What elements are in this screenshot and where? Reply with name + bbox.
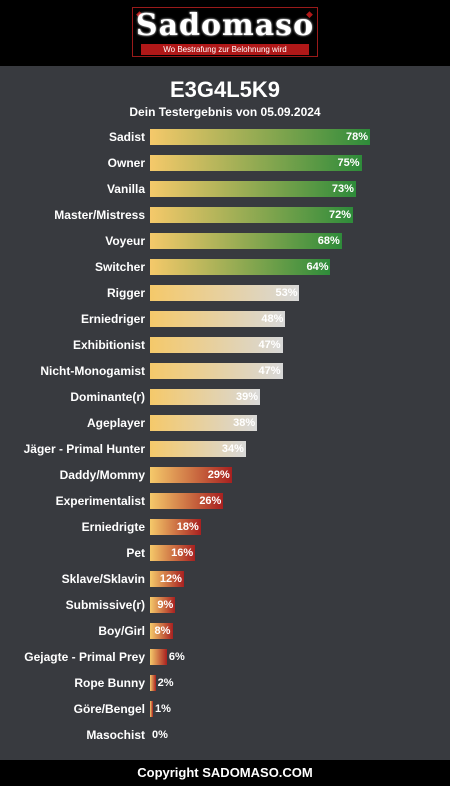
bar-value-label: 78%: [345, 131, 368, 143]
bar-value-label: 9%: [157, 599, 174, 611]
bar: [150, 207, 354, 223]
bar-category-label: Jäger - Primal Hunter: [23, 442, 145, 456]
bar: [150, 155, 362, 171]
logo-tagline: Wo Bestrafung zur Belohnung wird: [141, 44, 309, 55]
bar: [150, 129, 370, 145]
logo-ornament-icon: ◆: [136, 9, 143, 19]
bar-category-label: Daddy/Mommy: [59, 468, 145, 482]
result-date: Dein Testergebnis von 05.09.2024: [129, 105, 321, 119]
bar: [150, 259, 331, 275]
bar-value-label: 6%: [168, 651, 185, 663]
bar: [150, 701, 153, 717]
bar: [150, 597, 176, 613]
bar-value-label: 39%: [235, 391, 258, 403]
site-logo[interactable]: ◆ ◆ Sadomaso Wo Bestrafung zur Belohnung…: [132, 7, 318, 57]
bar-category-label: Rope Bunny: [74, 676, 145, 690]
bar-category-label: Voyeur: [105, 234, 145, 248]
bar-value-label: 47%: [258, 365, 281, 377]
bar-value-label: 38%: [233, 417, 256, 429]
bar-value-label: 73%: [331, 183, 354, 195]
bar: [150, 337, 283, 353]
bar-category-label: Submissive(r): [65, 598, 145, 612]
bar-category-label: Sklave/Sklavin: [61, 572, 145, 586]
bar: [150, 415, 258, 431]
bar-category-label: Rigger: [106, 286, 145, 300]
bar-category-label: Owner: [107, 156, 145, 170]
bar: [150, 467, 232, 483]
result-code: E3G4L5K9: [169, 77, 281, 102]
logo-ornament-icon: ◆: [306, 9, 313, 19]
bar-value-label: 2%: [157, 677, 174, 689]
bar: [150, 311, 286, 327]
bar: [150, 493, 224, 509]
bar-value-label: 48%: [261, 313, 284, 325]
bar-value-label: 1%: [155, 703, 171, 715]
site-header: ◆ ◆ Sadomaso Wo Bestrafung zur Belohnung…: [0, 0, 450, 66]
bar: [150, 441, 246, 457]
bar-category-label: Experimentalist: [55, 494, 145, 508]
bar: [150, 181, 356, 197]
bar-value-label: 29%: [207, 469, 230, 481]
bar-category-label: Nicht-Monogamist: [40, 364, 145, 378]
bar-category-label: Dominante(r): [70, 390, 145, 404]
bar: [150, 389, 260, 405]
bar-value-label: 34%: [221, 443, 244, 455]
bar: [150, 675, 156, 691]
bar-category-label: Boy/Girl: [98, 624, 145, 638]
bar-value-label: 68%: [317, 235, 340, 247]
bar-value-label: 75%: [337, 157, 360, 169]
bar: [150, 571, 184, 587]
bar-value-label: 64%: [306, 261, 329, 273]
bar: [150, 233, 342, 249]
bar-category-label: Master/Mistress: [54, 208, 145, 222]
logo-text: Sadomaso: [135, 8, 315, 43]
footer-copyright: Copyright SADOMASO.COM: [0, 760, 450, 786]
bar-value-label: 72%: [329, 209, 352, 221]
bar-category-label: Ageplayer: [86, 416, 145, 430]
bar: [150, 623, 173, 639]
bar-category-label: Sadist: [108, 130, 145, 144]
bar-value-label: 26%: [199, 495, 222, 507]
bar: [150, 363, 283, 379]
bar-category-label: Erniedrigte: [81, 520, 145, 534]
bar-category-label: Vanilla: [106, 182, 145, 196]
bar-value-label: 16%: [171, 547, 194, 559]
bar-value-label: 47%: [258, 339, 281, 351]
bar: [150, 519, 201, 535]
bar-category-label: Göre/Bengel: [73, 702, 145, 716]
bar-category-label: Exhibitionist: [73, 338, 145, 352]
bar-value-label: 18%: [176, 521, 199, 533]
bar-category-label: Switcher: [94, 260, 145, 274]
bar-category-label: Masochist: [86, 728, 145, 742]
bar: [150, 649, 167, 665]
bar: [150, 285, 300, 301]
bar: [150, 545, 196, 561]
bar-value-label: 8%: [154, 625, 171, 637]
bar-category-label: Gejagte - Primal Prey: [24, 650, 145, 664]
bar-category-label: Erniedriger: [80, 312, 145, 326]
bar-category-label: Pet: [126, 546, 145, 560]
bar-value-label: 12%: [159, 573, 182, 585]
bar-value-label: 0%: [152, 729, 168, 741]
bar-value-label: 53%: [275, 287, 298, 299]
